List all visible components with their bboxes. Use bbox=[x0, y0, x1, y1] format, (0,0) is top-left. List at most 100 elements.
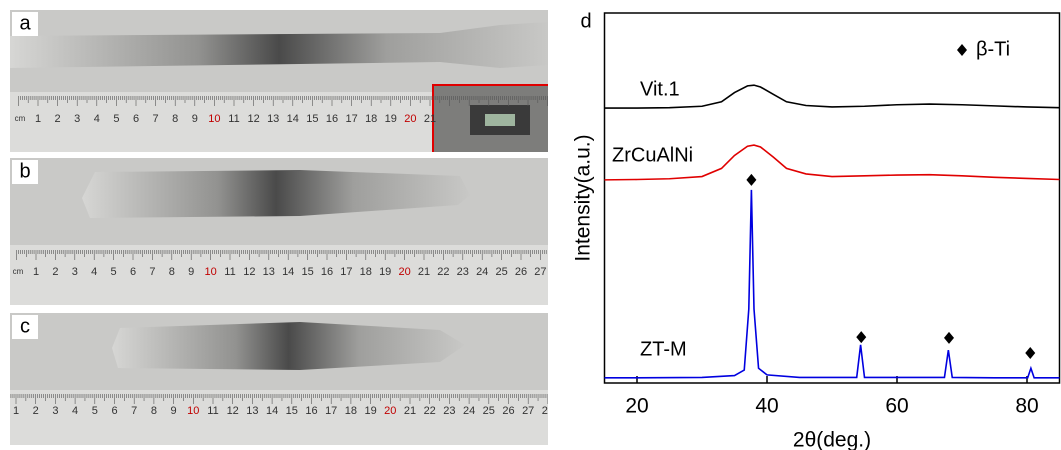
panel-label: d bbox=[580, 10, 591, 32]
ruler-number: 1 bbox=[13, 405, 19, 417]
x-axis-label: 2θ(deg.) bbox=[793, 429, 871, 450]
ruler-number: 15 bbox=[286, 405, 298, 417]
ruler-number: 24 bbox=[463, 405, 475, 417]
ruler-number: 14 bbox=[282, 266, 294, 278]
ruler-number: 7 bbox=[131, 405, 137, 417]
legend-label: β-Ti bbox=[976, 38, 1010, 60]
ruler-number: 19 bbox=[364, 405, 376, 417]
ruler-number: 18 bbox=[345, 405, 357, 417]
ruler-number: 26 bbox=[502, 405, 514, 417]
ruler-number: 8 bbox=[151, 405, 157, 417]
ruler-number: 18 bbox=[360, 266, 372, 278]
ruler-number: 6 bbox=[133, 113, 139, 125]
ruler-number: 11 bbox=[224, 266, 235, 278]
series-line bbox=[604, 189, 1060, 379]
x-tick-label: 80 bbox=[1015, 395, 1038, 418]
ruler-number: 28 bbox=[542, 405, 554, 417]
ruler-number: 22 bbox=[424, 405, 436, 417]
ruler-number: 9 bbox=[192, 113, 198, 125]
x-tick-label: 60 bbox=[885, 395, 908, 418]
ruler-number: 25 bbox=[483, 405, 495, 417]
ruler-number: 19 bbox=[385, 113, 397, 125]
panel-label-box bbox=[12, 315, 38, 339]
ruler-number: 16 bbox=[326, 113, 338, 125]
ruler: cm 1 2 3 4 5 6 7 8 9 10 11 12 13 14 15 16 17 18 19 20 21 22 23 2… bbox=[13, 250, 547, 278]
ruler-number: 24 bbox=[476, 266, 488, 278]
ruler-number: 23 bbox=[457, 266, 469, 278]
ruler-number: 25 bbox=[495, 266, 507, 278]
photo-a bbox=[10, 10, 548, 152]
y-axis-label: Intensity(a.u.) bbox=[572, 134, 595, 261]
ruler-number: 20 bbox=[404, 113, 416, 125]
ruler-number: 4 bbox=[91, 266, 97, 278]
series-line bbox=[604, 144, 1060, 181]
ruler-number: 4 bbox=[72, 405, 78, 417]
series-line bbox=[604, 84, 1060, 109]
ruler-number: 13 bbox=[263, 266, 275, 278]
photo-b bbox=[10, 158, 548, 305]
ruler-number: 16 bbox=[321, 266, 333, 278]
peak-marker bbox=[746, 173, 757, 186]
ruler-number: 2 bbox=[33, 405, 39, 417]
ruler-number: 3 bbox=[52, 405, 58, 417]
ruler-number: 14 bbox=[266, 405, 278, 417]
ruler-unit: cm bbox=[15, 114, 26, 123]
peak-marker bbox=[944, 331, 954, 344]
ruler-number: 1 bbox=[33, 266, 39, 278]
ruler-number: 5 bbox=[111, 266, 117, 278]
panel-label-box bbox=[12, 160, 38, 184]
ruler-number: 4 bbox=[94, 113, 100, 125]
ruler-number: 16 bbox=[305, 405, 317, 417]
ruler-number: 5 bbox=[92, 405, 98, 417]
ruler: 1 2 3 4 5 6 7 8 9 10 11 12 13 14 15 16 17 18 19 20 21 22 23 24 2… bbox=[10, 394, 554, 417]
ruler-number: 19 bbox=[379, 266, 391, 278]
ruler-number: 27 bbox=[522, 405, 534, 417]
legend-marker bbox=[957, 44, 967, 56]
ruler-number: 21 bbox=[404, 405, 416, 417]
ruler-number: 3 bbox=[74, 113, 80, 125]
ruler-unit: cm bbox=[13, 267, 24, 276]
photo-c bbox=[10, 313, 548, 445]
ruler-number: 7 bbox=[153, 113, 159, 125]
ruler-number: 14 bbox=[287, 113, 299, 125]
panel-label: a bbox=[19, 12, 31, 34]
ruler-number: 12 bbox=[243, 266, 255, 278]
ruler-number: 23 bbox=[443, 405, 455, 417]
ruler-number: 5 bbox=[113, 113, 119, 125]
ruler-number: 13 bbox=[246, 405, 258, 417]
ruler-number: 22 bbox=[437, 266, 449, 278]
ruler-number: 15 bbox=[306, 113, 318, 125]
ruler-number: 17 bbox=[325, 405, 337, 417]
series-label: Vit.1 bbox=[640, 78, 680, 100]
ruler-number: 2 bbox=[55, 113, 61, 125]
ruler-number: 20 bbox=[398, 266, 410, 278]
ruler-number: 17 bbox=[345, 113, 357, 125]
ruler-number: 2 bbox=[52, 266, 58, 278]
ruler-number: 9 bbox=[171, 405, 177, 417]
panel-label: b bbox=[19, 160, 30, 182]
series-label: ZrCuAlNi bbox=[612, 144, 693, 166]
ruler-number: 6 bbox=[111, 405, 117, 417]
ruler-number: 13 bbox=[267, 113, 279, 125]
ruler-number: 12 bbox=[247, 113, 259, 125]
ruler-number: 15 bbox=[301, 266, 313, 278]
ruler-number: 18 bbox=[365, 113, 377, 125]
ruler-number: 21 bbox=[424, 113, 436, 125]
ruler-number: 21 bbox=[418, 266, 430, 278]
x-tick-label: 20 bbox=[625, 395, 648, 418]
ruler-number: 27 bbox=[534, 266, 546, 278]
ruler-number: 11 bbox=[228, 113, 239, 125]
peak-marker bbox=[856, 331, 867, 344]
ruler-number: 26 bbox=[515, 266, 527, 278]
ruler-number: 10 bbox=[204, 266, 216, 278]
ruler-number: 20 bbox=[384, 405, 396, 417]
series-label: ZT-M bbox=[640, 338, 687, 360]
panel-label-box bbox=[12, 12, 38, 36]
ruler-number: 17 bbox=[340, 266, 352, 278]
ruler-number: 7 bbox=[149, 266, 155, 278]
ruler: cm 1 2 3 4 5 6 7 8 9 10 11 12 13 14 15 16 17 18 19 20 21 bbox=[15, 96, 548, 125]
x-tick-label: 40 bbox=[755, 395, 778, 418]
ruler-number: 8 bbox=[172, 113, 178, 125]
